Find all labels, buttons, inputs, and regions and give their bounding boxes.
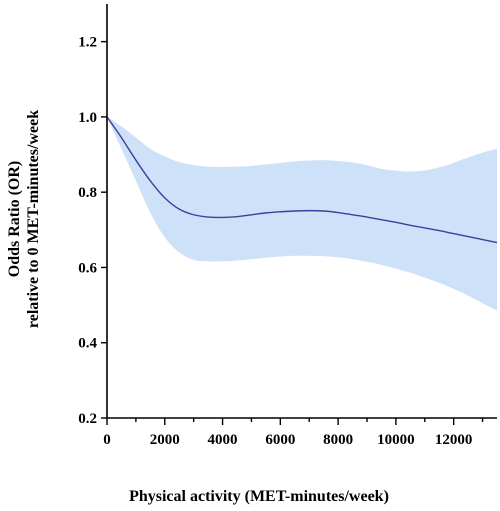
x-tick-label: 12000 — [435, 432, 473, 448]
x-axis-title: Physical activity (MET-minutes/week) — [129, 488, 389, 505]
confidence-band-layer — [107, 116, 497, 311]
y-tick-label: 0.4 — [78, 336, 97, 352]
y-tick-label: 1.0 — [78, 110, 97, 126]
axes — [106, 4, 497, 419]
x-tick-label: 2000 — [150, 432, 180, 448]
x-tick-label: 6000 — [265, 432, 295, 448]
y-axis-title-line-2: relative to 0 MET-minutes/week — [25, 110, 42, 328]
y-tick-label: 0.2 — [78, 411, 97, 427]
odds-ratio-line — [106, 116, 498, 244]
x-tick-label: 8000 — [323, 432, 353, 448]
y-tick-label: 1.2 — [78, 35, 97, 51]
x-tick-label: 4000 — [208, 432, 238, 448]
x-tick-label: 10000 — [377, 432, 415, 448]
curve-layer — [106, 116, 498, 244]
tick-layer: 0.2 0.4 0.6 0.8 1.0 1.2 0 2000 4000 6000 8000 10000… — [78, 35, 484, 448]
y-axis-title-line-1: Odds Ratio (OR) — [6, 161, 23, 277]
confidence-band — [107, 116, 497, 311]
y-tick-label: 0.6 — [78, 260, 97, 276]
x-tick-label: 0 — [103, 432, 111, 448]
y-tick-label: 0.8 — [78, 185, 97, 201]
